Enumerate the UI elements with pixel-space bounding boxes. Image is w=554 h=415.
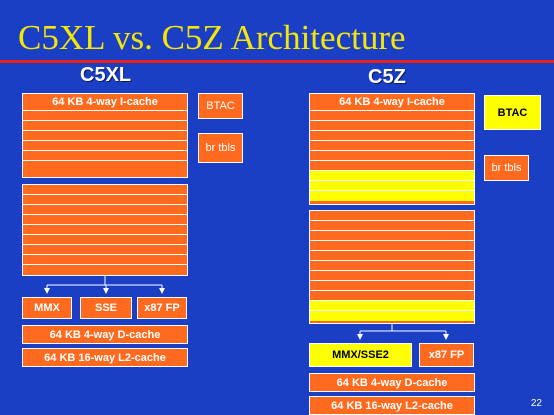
c5z-execution-block bbox=[309, 210, 475, 324]
c5xl-br-tbls: br tbls bbox=[198, 133, 243, 163]
c5z-heading: C5Z bbox=[368, 66, 406, 88]
page-number: 22 bbox=[530, 398, 542, 409]
c5z-x87-unit: x87 FP bbox=[419, 343, 474, 367]
c5xl-mmx-unit: MMX bbox=[22, 297, 72, 319]
title-rule bbox=[0, 60, 554, 63]
c5xl-btac: BTAC bbox=[198, 93, 243, 119]
c5z-dispatch-arrows bbox=[357, 324, 449, 340]
c5xl-x87-unit: x87 FP bbox=[137, 297, 187, 319]
c5z-icache: 64 KB 4-way I-cache bbox=[309, 93, 475, 205]
c5xl-execution-block bbox=[22, 184, 188, 276]
slide-title: C5XL vs. C5Z Architecture bbox=[18, 18, 406, 57]
c5xl-dcache: 64 KB 4-way D-cache bbox=[22, 325, 188, 344]
c5xl-l2cache: 64 KB 16-way L2-cache bbox=[22, 348, 188, 367]
c5z-icache-label: 64 KB 4-way I-cache bbox=[310, 94, 474, 111]
c5xl-heading: C5XL bbox=[80, 64, 132, 86]
c5z-mmx-sse2-unit: MMX/SSE2 bbox=[309, 343, 412, 367]
c5z-dcache: 64 KB 4-way D-cache bbox=[309, 373, 475, 392]
c5xl-icache: 64 KB 4-way I-cache bbox=[22, 93, 188, 178]
c5z-btac: BTAC bbox=[484, 95, 541, 130]
c5xl-sse-unit: SSE bbox=[80, 297, 132, 319]
c5xl-dispatch-arrows bbox=[44, 276, 165, 294]
c5xl-icache-label: 64 KB 4-way I-cache bbox=[23, 94, 187, 111]
c5z-br-tbls: br tbls bbox=[484, 155, 529, 181]
